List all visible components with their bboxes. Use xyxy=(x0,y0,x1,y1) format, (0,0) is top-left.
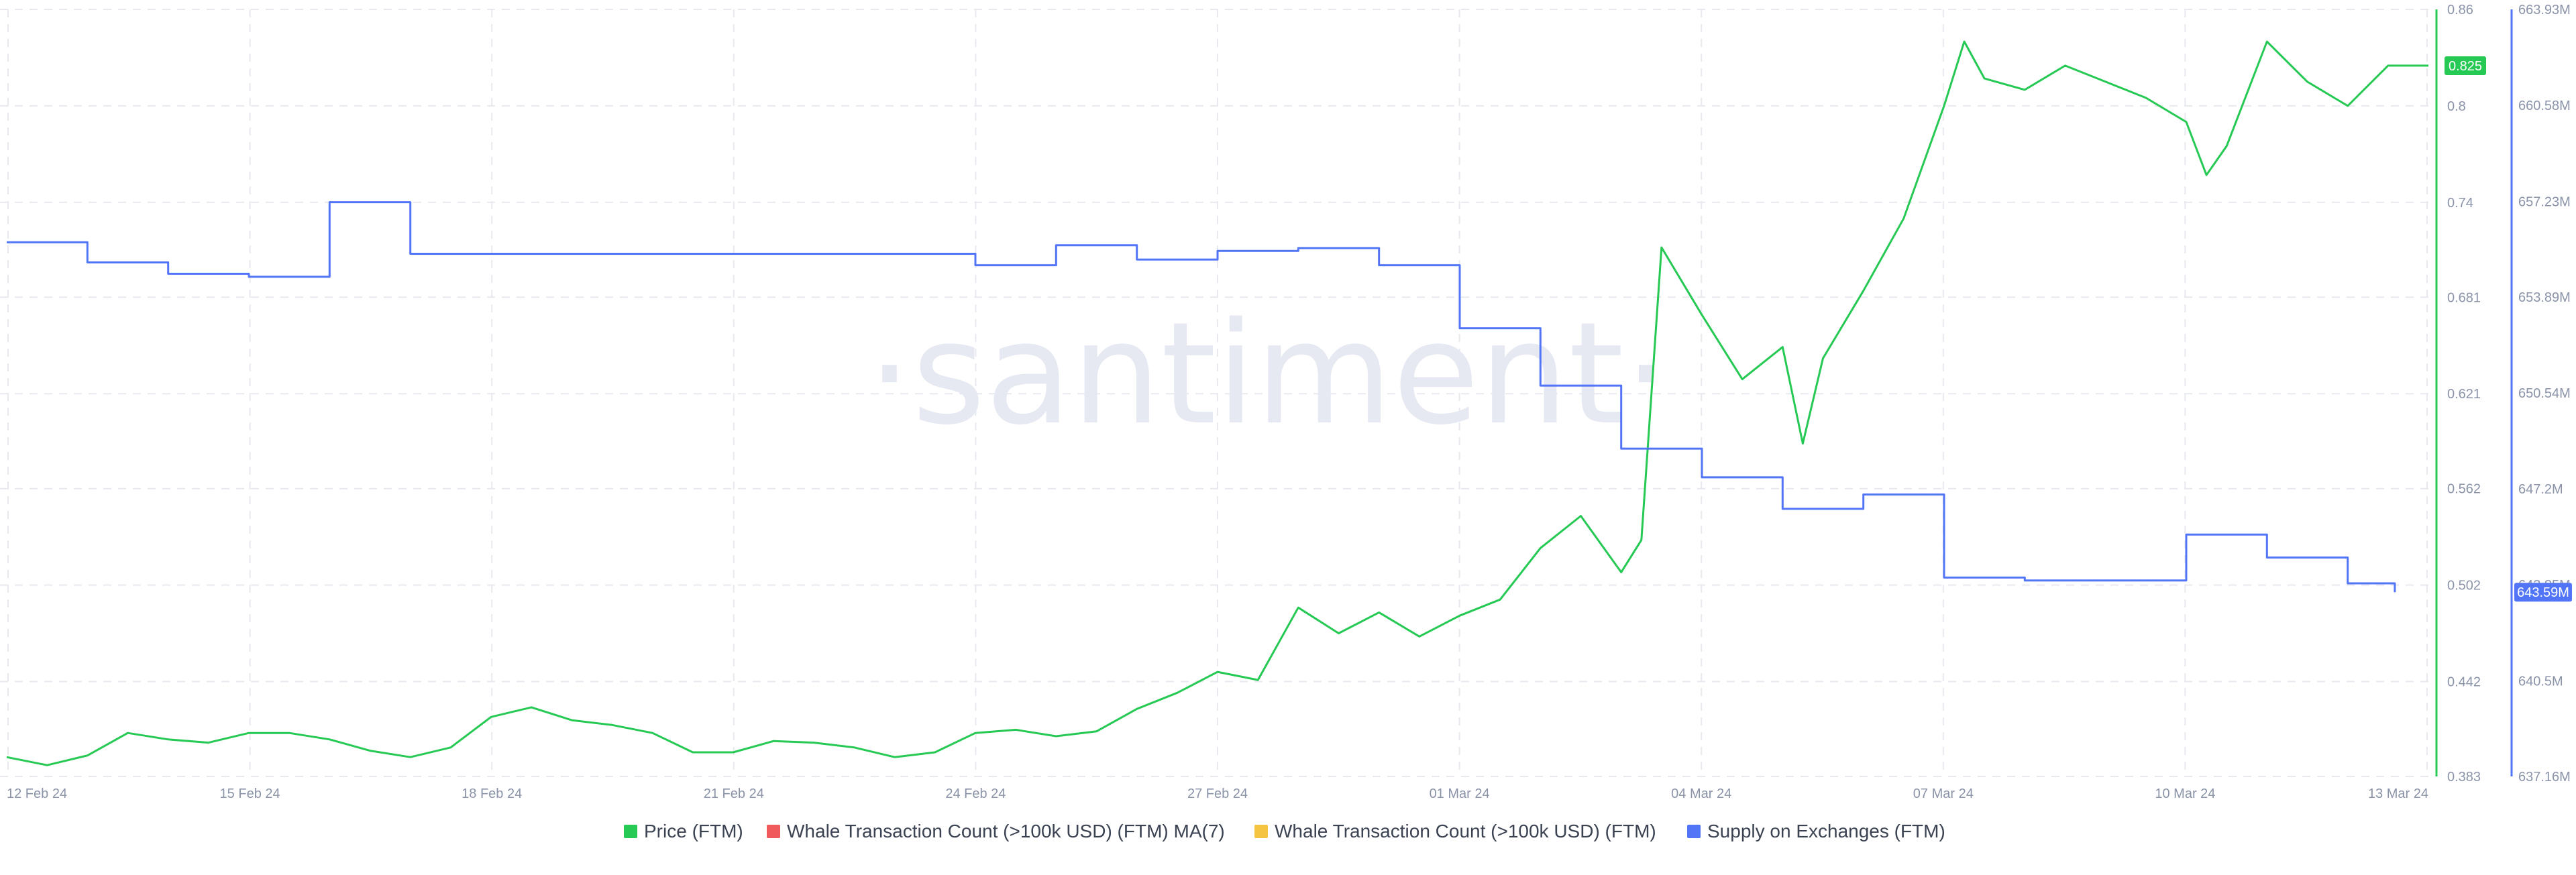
legend-label: Price (FTM) xyxy=(644,821,743,841)
legend-label: Supply on Exchanges (FTM) xyxy=(1707,821,1945,841)
price-axis-tick: 0.562 xyxy=(2447,482,2481,497)
price-axis-tick: 0.621 xyxy=(2447,387,2481,402)
price-axis-tick: 0.442 xyxy=(2447,675,2481,689)
x-axis-tick: 24 Feb 24 xyxy=(945,786,1006,801)
price-axis-tick: 0.502 xyxy=(2447,579,2481,593)
x-axis-tick: 01 Mar 24 xyxy=(1430,786,1490,801)
legend-swatch xyxy=(624,825,637,838)
supply-axis-tick: 660.58M xyxy=(2518,99,2571,113)
supply-axis-tick: 640.5M xyxy=(2518,674,2563,689)
x-axis-tick: 15 Feb 24 xyxy=(220,786,280,801)
supply-axis-tick: 663.93M xyxy=(2518,3,2571,17)
supply-current-label: 643.59M xyxy=(2517,585,2569,600)
x-axis-tick: 27 Feb 24 xyxy=(1187,786,1248,801)
legend-label: Whale Transaction Count (>100k USD) (FTM… xyxy=(787,821,1225,841)
x-axis-tick: 10 Mar 24 xyxy=(2155,786,2215,801)
price-current-label: 0.825 xyxy=(2449,59,2482,74)
legend-swatch xyxy=(767,825,780,838)
watermark: ·santiment· xyxy=(867,292,1669,456)
x-axis-tick: 12 Feb 24 xyxy=(7,786,67,801)
supply-line xyxy=(7,201,2396,593)
x-axis-tick: 21 Feb 24 xyxy=(704,786,764,801)
legend: Price (FTM) Whale Transaction Count (>100… xyxy=(624,821,1945,841)
x-axis-tick: 18 Feb 24 xyxy=(462,786,522,801)
supply-current-badge xyxy=(2514,583,2572,602)
price-current-badge xyxy=(2445,56,2486,75)
supply-axis-tick: 650.54M xyxy=(2518,386,2571,401)
series-layer xyxy=(6,40,2428,766)
price-axis-tick: 0.8 xyxy=(2447,99,2466,114)
supply-axis-tick: 653.89M xyxy=(2518,290,2571,305)
grid xyxy=(0,9,2435,777)
x-axis-tick: 13 Mar 24 xyxy=(2368,786,2428,801)
legend-label: Whale Transaction Count (>100k USD) (FTM… xyxy=(1275,821,1656,841)
x-axis-tick: 04 Mar 24 xyxy=(1671,786,1731,801)
supply-axis-tick: 637.16M xyxy=(2518,770,2571,784)
legend-swatch xyxy=(1687,825,1701,838)
axes: 0.383 0.442 0.502 0.562 0.621 0.681 0.74 0.8 0.8… xyxy=(7,3,2572,801)
price-axis-tick: 0.74 xyxy=(2447,196,2473,211)
price-line xyxy=(6,40,2428,766)
price-axis-tick: 0.86 xyxy=(2447,3,2473,17)
supply-axis-tick: 647.2M xyxy=(2518,482,2563,497)
price-axis-tick: 0.681 xyxy=(2447,290,2481,305)
price-axis-tick: 0.383 xyxy=(2447,770,2481,784)
supply-axis-tick: 657.23M xyxy=(2518,194,2571,209)
legend-swatch xyxy=(1254,825,1268,838)
x-axis-tick: 07 Mar 24 xyxy=(1913,786,1974,801)
